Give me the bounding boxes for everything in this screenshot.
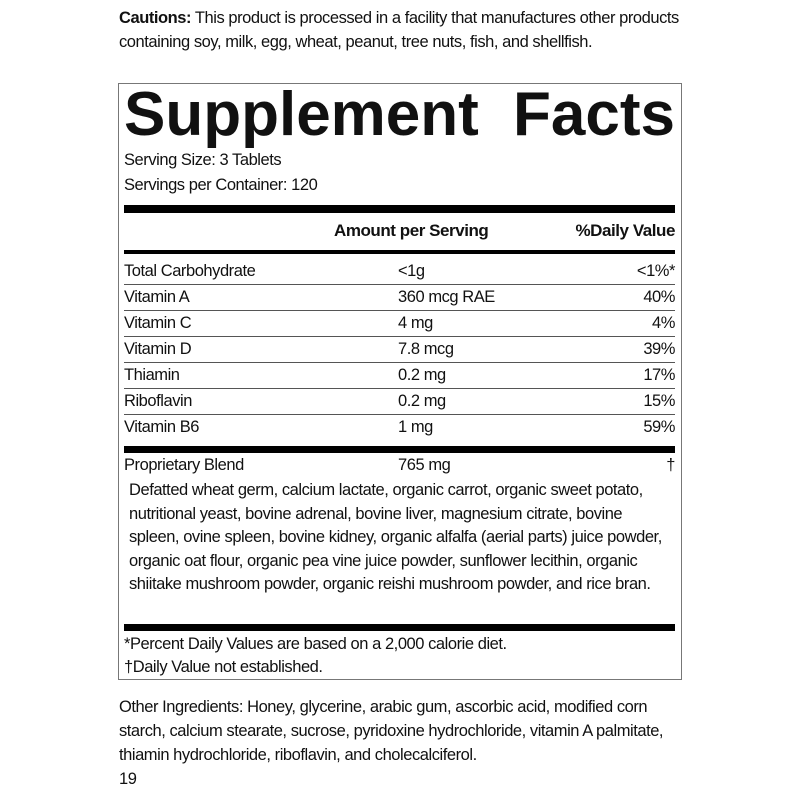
nutrient-dv: 39% <box>643 340 675 358</box>
nutrient-amount: 7.8 mcg <box>398 340 454 358</box>
nutrient-dv: 40% <box>643 288 675 306</box>
nutrient-name: Total Carbohydrate <box>124 262 256 280</box>
footnote-daily-values: *Percent Daily Values are based on a 2,0… <box>124 635 507 653</box>
cautions-body: This product is processed in a facility … <box>119 9 679 51</box>
nutrient-row: Vitamin A 360 mcg RAE 40% <box>124 284 675 310</box>
thick-divider <box>124 446 675 453</box>
row-divider <box>124 414 675 415</box>
page-number: 19 <box>119 770 137 788</box>
nutrient-row: Total Carbohydrate <1g <1%* <box>124 258 675 284</box>
supplement-facts-panel: Supplement Facts Serving Size: 3 Tablets… <box>118 80 682 680</box>
cautions-label: Cautions: <box>119 9 192 27</box>
panel-title: Supplement Facts <box>124 78 675 152</box>
nutrient-dv: <1%* <box>636 262 676 280</box>
row-divider <box>124 284 675 285</box>
column-header-row: Amount per Serving %Daily Value <box>124 218 675 244</box>
header-amount: Amount per Serving <box>334 221 489 240</box>
other-ingredients: Other Ingredients: Honey, glycerine, ara… <box>119 698 664 764</box>
nutrient-row: Vitamin C 4 mg 4% <box>124 310 675 336</box>
nutrient-name: Vitamin B6 <box>124 418 199 436</box>
nutrient-dv: 59% <box>643 418 675 436</box>
blend-name: Proprietary Blend <box>124 456 244 474</box>
nutrient-name: Vitamin D <box>124 340 192 358</box>
row-divider <box>124 336 675 337</box>
nutrient-row: Riboflavin 0.2 mg 15% <box>124 388 675 414</box>
nutrient-dv: 15% <box>643 392 675 410</box>
nutrient-name: Thiamin <box>124 366 180 384</box>
footnote-dagger: †Daily Value not established. <box>124 658 323 676</box>
row-divider <box>124 310 675 311</box>
nutrient-amount: 360 mcg RAE <box>398 288 495 306</box>
title-word-facts: Facts <box>513 80 675 149</box>
nutrient-row: Vitamin B6 1 mg 59% <box>124 414 675 440</box>
title-word-supplement: Supplement <box>124 80 479 149</box>
row-divider <box>124 362 675 363</box>
blend-dv: † <box>666 456 675 474</box>
nutrient-name: Riboflavin <box>124 392 192 410</box>
blend-amount: 765 mg <box>398 456 451 474</box>
nutrient-amount: 1 mg <box>398 418 433 436</box>
medium-divider <box>124 250 675 254</box>
nutrient-row: Thiamin 0.2 mg 17% <box>124 362 675 388</box>
nutrient-row: Vitamin D 7.8 mcg 39% <box>124 336 675 362</box>
nutrient-amount: 0.2 mg <box>398 392 446 410</box>
serving-size: Serving Size: 3 Tablets <box>124 151 282 169</box>
proprietary-blend-row: Proprietary Blend 765 mg † <box>124 452 675 478</box>
nutrient-name: Vitamin A <box>124 288 190 306</box>
nutrient-dv: 4% <box>652 314 675 332</box>
blend-ingredients: Defatted wheat germ, calcium lactate, or… <box>129 481 662 593</box>
header-dv: %Daily Value <box>575 221 676 240</box>
servings-per-container: Servings per Container: 120 <box>124 176 318 194</box>
nutrient-name: Vitamin C <box>124 314 192 332</box>
nutrient-amount: 0.2 mg <box>398 366 446 384</box>
row-divider <box>124 388 675 389</box>
nutrient-amount: 4 mg <box>398 314 433 332</box>
nutrient-amount: <1g <box>398 262 425 280</box>
thick-divider <box>124 205 675 213</box>
thick-divider <box>124 624 675 631</box>
cautions-text: Cautions: This product is processed in a… <box>119 6 689 54</box>
nutrient-dv: 17% <box>643 366 675 384</box>
